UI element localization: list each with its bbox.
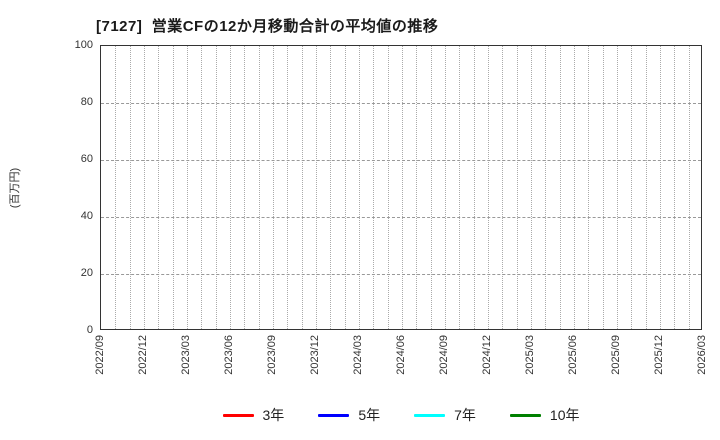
gridline-vertical — [158, 46, 160, 329]
legend-label: 3年 — [262, 407, 285, 423]
gridline-vertical — [473, 46, 475, 329]
gridline-vertical — [230, 46, 231, 329]
x-tick-label: 2024/12 — [480, 335, 495, 375]
gridline-horizontal — [101, 160, 701, 161]
gridline-vertical — [502, 46, 504, 329]
legend-line-swatch — [318, 413, 350, 417]
x-tick-label: 2023/12 — [308, 335, 323, 375]
gridline-vertical — [344, 46, 346, 329]
gridline-vertical — [459, 46, 461, 329]
gridline-vertical — [258, 46, 260, 329]
gridline-vertical — [516, 46, 518, 329]
x-tick-label: 2024/06 — [394, 335, 409, 375]
gridline-vertical — [531, 46, 532, 329]
x-tick-label: 2025/09 — [609, 335, 624, 375]
x-tick-label-text: 2025/12 — [653, 335, 665, 375]
x-tick-label: 2023/09 — [265, 335, 280, 375]
legend: 3年 5年 7年 10年 — [100, 402, 702, 428]
gridline-vertical — [215, 46, 217, 329]
gridline-vertical — [688, 46, 690, 329]
x-tick-label-text: 2023/12 — [309, 335, 321, 375]
y-axis-label: (百万円) — [9, 167, 21, 209]
y-tick-label: 100 — [74, 39, 93, 51]
plot-area — [100, 45, 702, 330]
x-tick-label-text: 2025/03 — [524, 335, 536, 375]
chart-title: [7127] 営業CFの12か月移動合計の平均値の推移 — [96, 18, 439, 35]
legend-label: 10年 — [549, 407, 580, 423]
x-tick-label: 2025/03 — [523, 335, 538, 375]
x-tick-label-text: 2026/03 — [696, 335, 708, 375]
legend-item-3: 10年 — [509, 405, 580, 425]
x-tick-label-text: 2023/03 — [180, 335, 192, 375]
gridline-horizontal — [101, 274, 701, 275]
x-tick-label-text: 2023/09 — [266, 335, 278, 375]
y-tick-label: 40 — [80, 210, 93, 222]
x-tick-label-text: 2023/06 — [223, 335, 235, 375]
x-tick-label: 2025/06 — [566, 335, 581, 375]
gridline-vertical — [172, 46, 174, 329]
gridline-horizontal — [101, 217, 701, 218]
x-tick-label-text: 2024/09 — [438, 335, 450, 375]
x-tick-label-text: 2024/06 — [395, 335, 407, 375]
x-tick-label: 2022/09 — [93, 335, 108, 375]
gridline-vertical — [674, 46, 676, 329]
legend-line-swatch — [509, 413, 541, 417]
gridline-vertical — [129, 46, 131, 329]
legend-label: 5年 — [358, 407, 381, 423]
gridline-vertical — [445, 46, 446, 329]
x-tick-label: 2025/12 — [652, 335, 667, 375]
x-tick-label: 2026/03 — [695, 335, 710, 375]
gridline-vertical — [430, 46, 432, 329]
x-tick-label-text: 2025/06 — [567, 335, 579, 375]
x-tick-label: 2023/06 — [222, 335, 237, 375]
gridline-vertical — [301, 46, 303, 329]
legend-line-swatch — [414, 413, 446, 417]
gridline-vertical — [330, 46, 332, 329]
data-series-layer — [101, 46, 701, 329]
legend-item-0: 3年 — [222, 405, 285, 425]
gridline-vertical — [201, 46, 203, 329]
y-tick-label: 60 — [80, 153, 93, 165]
x-tick-label-text: 2024/12 — [481, 335, 493, 375]
y-tick-label: 80 — [80, 96, 93, 108]
gridline-vertical — [631, 46, 633, 329]
gridline-vertical — [545, 46, 547, 329]
gridline-vertical — [574, 46, 575, 329]
gridline-vertical — [488, 46, 489, 329]
gridline-vertical — [244, 46, 246, 329]
y-tick-label: 0 — [86, 324, 93, 336]
gridline-vertical — [387, 46, 389, 329]
gridline-vertical — [559, 46, 561, 329]
legend-line-swatch — [222, 413, 254, 417]
gridline-vertical — [660, 46, 661, 329]
x-tick-label-text: 2025/09 — [610, 335, 622, 375]
x-tick-label: 2022/12 — [136, 335, 151, 375]
gridline-vertical — [602, 46, 604, 329]
gridline-vertical — [115, 46, 117, 329]
gridline-vertical — [373, 46, 375, 329]
legend-item-1: 5年 — [318, 405, 380, 425]
gridline-vertical — [402, 46, 403, 329]
gridline-horizontal — [101, 103, 701, 104]
gridline-vertical — [144, 46, 145, 329]
gridline-vertical — [617, 46, 618, 329]
x-tick-label: 2024/03 — [351, 335, 366, 375]
gridline-vertical — [359, 46, 360, 329]
x-tick-label-text: 2024/03 — [352, 335, 364, 375]
x-tick-label-text: 2022/09 — [94, 335, 106, 375]
legend-label: 7年 — [454, 407, 476, 423]
gridline-vertical — [187, 46, 188, 329]
x-tick-label: 2023/03 — [179, 335, 194, 375]
x-tick-label: 2024/09 — [437, 335, 452, 375]
gridline-vertical — [588, 46, 590, 329]
gridline-vertical — [645, 46, 647, 329]
x-tick-label-text: 2022/12 — [137, 335, 149, 375]
legend-item-2: 7年 — [414, 405, 476, 425]
gridline-vertical — [273, 46, 274, 329]
gridline-vertical — [316, 46, 317, 329]
y-tick-label: 20 — [80, 267, 93, 279]
gridline-vertical — [416, 46, 418, 329]
gridline-vertical — [287, 46, 289, 329]
